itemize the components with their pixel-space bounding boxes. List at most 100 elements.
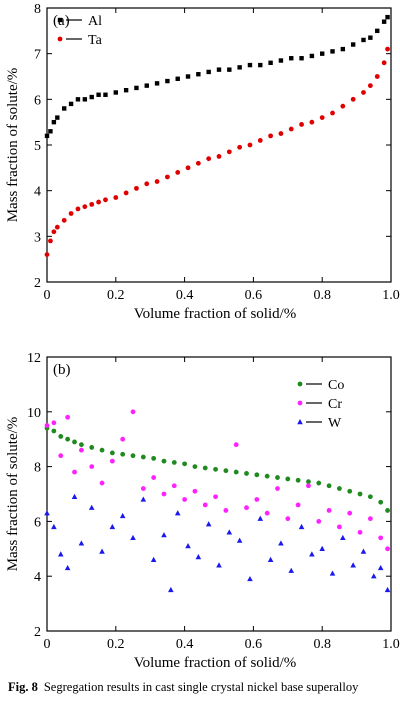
panel-b-point-co xyxy=(65,436,71,442)
panel-a-point-ta xyxy=(340,103,346,109)
panel-b-point-w xyxy=(288,567,295,573)
panel-a-point-al xyxy=(175,76,180,81)
panel-a-point-ta xyxy=(268,133,273,139)
panel-a-point-ta xyxy=(96,199,101,205)
panel-a-point-ta xyxy=(165,174,170,180)
panel-a-point-al xyxy=(381,19,387,24)
panel-b-point-cr xyxy=(244,505,249,511)
panel-b-point-co xyxy=(192,464,198,469)
panel-a-legend-label-al: Al xyxy=(88,14,102,29)
panel-b-point-cr xyxy=(140,486,146,491)
panel-b-point-cr xyxy=(254,497,260,502)
panel-a-point-ta xyxy=(319,115,325,120)
panel-a-point-al xyxy=(44,133,50,139)
panel-b-point-cr xyxy=(171,483,177,489)
panel-b-point-w xyxy=(319,545,325,551)
panel-a-y-tick-label: 5 xyxy=(34,139,41,154)
panel-a-x-axis-label: Volume fraction of solid/% xyxy=(134,306,297,322)
panel-a-point-ta xyxy=(195,160,201,166)
panel-a-point-ta xyxy=(247,142,253,148)
panel-b-point-w xyxy=(140,496,147,502)
panel-b-point-w xyxy=(247,575,253,582)
panel-b-y-tick-label: 4 xyxy=(34,570,41,585)
panel-b-point-w xyxy=(298,523,305,530)
panel-a-point-al xyxy=(103,92,108,97)
panel-a-point-ta xyxy=(51,229,57,235)
panel-b-legend-marker-w xyxy=(297,419,303,425)
panel-a-point-ta xyxy=(123,190,129,196)
panel-a-point-al xyxy=(123,88,129,93)
panel-b-point-co xyxy=(244,471,249,476)
panel-a-x-tick-label: 0.4 xyxy=(176,288,194,303)
panel-b-point-co xyxy=(295,477,301,483)
panel-a-point-ta xyxy=(103,197,108,203)
panel-a-point-ta xyxy=(185,165,191,171)
panel-b-point-co xyxy=(130,453,136,459)
panel-a-point-ta xyxy=(237,144,243,150)
panel-b-point-cr xyxy=(89,464,95,469)
panel-b-point-cr xyxy=(233,442,239,448)
panel-b-point-co xyxy=(254,472,260,478)
panel-a-point-ta xyxy=(309,119,315,125)
panel-b-legend-marker-cr xyxy=(297,400,303,406)
panel-a-point-al xyxy=(258,62,263,68)
panel-a-point-ta xyxy=(75,206,81,212)
panel-b-point-cr xyxy=(79,447,84,453)
panel-a-legend-marker-ta xyxy=(57,36,63,42)
panel-b-point-co xyxy=(72,439,77,445)
figure-canvas: 0 0.2 0.4 0.6 0.8 1.0 2 3 4 5 6 7 8 Volume fraction o… xyxy=(5,2,400,671)
panel-b-plot-frame xyxy=(46,356,392,632)
panel-b-point-w xyxy=(168,586,174,593)
panel-b-point-co xyxy=(140,454,146,460)
panel-a-point-al xyxy=(361,37,366,43)
panel-b-point-w xyxy=(350,562,356,568)
panel-b-point-cr xyxy=(223,508,229,513)
panel-a-point-al xyxy=(375,28,380,34)
panel-b-point-w xyxy=(161,532,167,538)
panel-a-point-al xyxy=(368,35,373,40)
panel-b-x-tick-label: 0.2 xyxy=(107,637,125,652)
panel-b-point-co xyxy=(275,475,280,480)
panel-a-point-al xyxy=(289,56,294,61)
panel-a-y-tick-label: 2 xyxy=(34,276,41,291)
panel-b-legend-marker-co xyxy=(297,381,303,387)
panel-b-point-w xyxy=(216,562,222,568)
panel-b-point-co xyxy=(182,461,188,467)
panel-a-y-tick-label: 3 xyxy=(34,230,41,245)
panel-b-point-co xyxy=(109,450,115,456)
panel-a-point-ta xyxy=(206,156,212,162)
panel-b-point-cr xyxy=(264,510,270,516)
panel-a-point-ta xyxy=(350,96,356,102)
panel-a-x-tick-label: 1.0 xyxy=(382,288,400,303)
panel-a-plot-frame xyxy=(46,7,392,283)
panel-b-point-cr xyxy=(285,516,291,522)
panel-b-point-cr xyxy=(378,535,384,541)
panel-a-point-al xyxy=(75,97,81,102)
panel-b-point-cr xyxy=(109,458,115,464)
panel-b-point-co xyxy=(378,499,384,505)
panel-b-point-cr xyxy=(99,480,105,486)
panel-b-point-w xyxy=(226,529,233,535)
panel-a-point-al xyxy=(154,81,160,86)
caption-text: Segregation results in cast single cryst… xyxy=(43,680,359,694)
panel-a-point-al xyxy=(216,67,222,72)
panel-b-point-w xyxy=(78,540,85,546)
panel-a-point-al xyxy=(320,51,325,56)
panel-a-point-ta xyxy=(48,238,53,244)
panel-a-point-ta xyxy=(61,217,67,223)
panel-a-point-ta xyxy=(288,126,294,132)
panel-b-point-cr xyxy=(44,423,50,428)
panel-b-legend-label-w: W xyxy=(328,416,342,431)
panel-b-point-co xyxy=(347,488,353,494)
panel-a-legend-label-ta: Ta xyxy=(88,33,103,48)
panel-b-point-co xyxy=(326,483,332,489)
panel-a-point-al xyxy=(134,85,139,91)
panel-b-point-co xyxy=(233,469,239,475)
panel-b-point-w xyxy=(377,564,384,571)
panel-b-point-w xyxy=(71,493,78,499)
panel-b-point-cr xyxy=(275,486,280,491)
panel-b-point-w xyxy=(309,551,315,557)
panel-b-point-co xyxy=(120,451,126,457)
panel-b-point-cr xyxy=(161,491,167,497)
panel-a-point-al xyxy=(113,90,118,95)
